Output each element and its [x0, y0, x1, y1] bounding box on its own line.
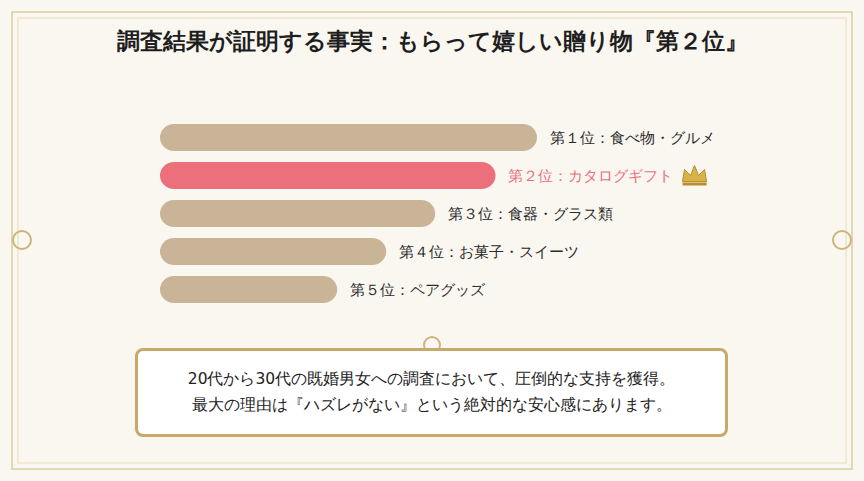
svg-text:第２位：カタログギフト: 第２位：カタログギフト: [508, 167, 673, 185]
svg-text:第１位：食べ物・グルメ: 第１位：食べ物・グルメ: [550, 129, 715, 147]
html-text:最大の理由は『ハズレがない』という絶対的な安心感にあります。: 最大の理由は『ハズレがない』という絶対的な安心感にあります。: [191, 395, 672, 414]
html-text:調査結果が証明する事実：もらって嬉しい贈り物『第２位』: 調査結果が証明する事実：もらって嬉しい贈り物『第２位』: [116, 27, 748, 54]
svg-text:第３位：食器・グラス類: 第３位：食器・グラス類: [448, 205, 613, 223]
svg-text:第４位：お菓子・スイーツ: 第４位：お菓子・スイーツ: [399, 243, 579, 261]
html-text:20代から30代の既婚男女への調査において、圧倒的な支持を獲: 20代から30代の既婚男女への調査において、圧倒的な支持を獲得。: [187, 369, 676, 388]
svg-text:第５位：ペアグッズ: 第５位：ペアグッズ: [350, 281, 486, 299]
